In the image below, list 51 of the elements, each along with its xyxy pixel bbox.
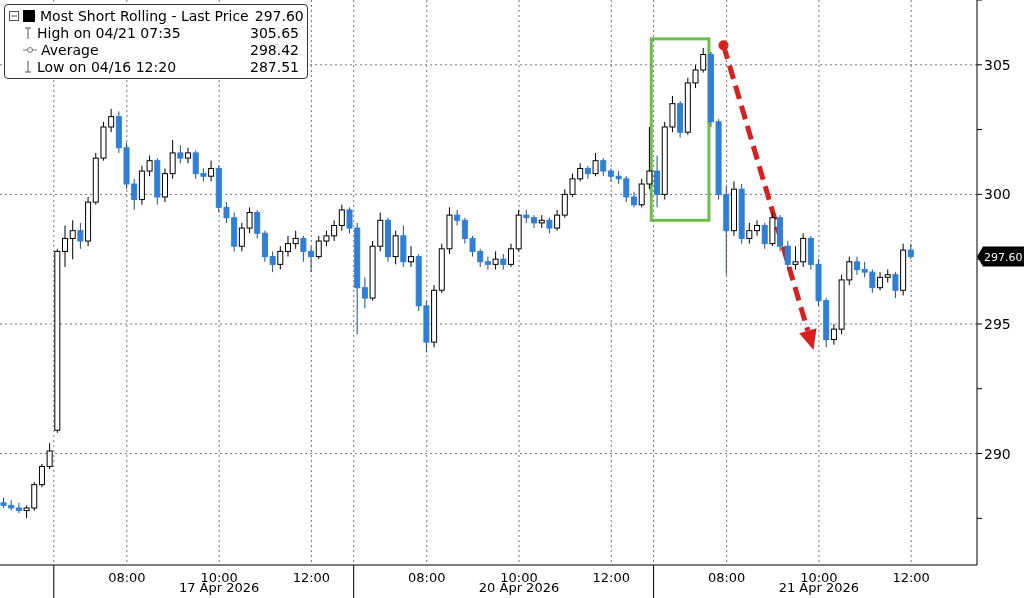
candlestick xyxy=(507,243,514,268)
candlestick xyxy=(69,219,76,260)
candlestick xyxy=(592,152,599,177)
candlestick xyxy=(15,502,22,514)
annotation: Average xyxy=(41,41,100,58)
candlestick xyxy=(554,209,561,232)
candlestick xyxy=(408,245,415,268)
annotation: 297.60 xyxy=(254,7,304,24)
text: 297.60 xyxy=(984,250,1023,264)
x-tick-label: 08:00 xyxy=(408,570,446,586)
candlestick xyxy=(784,240,791,271)
candlestick xyxy=(292,230,299,250)
candlestick xyxy=(361,276,368,309)
candlestick xyxy=(654,155,661,208)
candlestick xyxy=(877,271,884,291)
candlestick xyxy=(285,235,291,258)
y-tick-label: 290 xyxy=(984,445,1011,462)
annotation: 287.51 xyxy=(250,58,299,75)
y-tick-label: 300 xyxy=(984,186,1011,203)
x-tick-label: 12:00 xyxy=(892,570,930,586)
y-tick-label: 295 xyxy=(984,315,1011,332)
candlestick xyxy=(169,139,176,180)
x-tick-label: 12:00 xyxy=(592,570,631,586)
x-tick-label: 12:00 xyxy=(292,570,331,586)
candlestick xyxy=(208,160,215,182)
candlestick xyxy=(277,245,284,271)
candlestick xyxy=(584,165,591,180)
candlestick xyxy=(77,222,84,250)
annotation: Low on 04/16 12:20 xyxy=(37,58,178,75)
candlestick xyxy=(177,144,184,164)
candlestick xyxy=(484,256,491,271)
candlestick xyxy=(338,204,345,232)
candlestick xyxy=(746,222,753,245)
candlestick xyxy=(185,147,192,164)
y-tick-label: 305 xyxy=(984,56,1011,73)
candlestick xyxy=(600,157,607,177)
annotation: 298.42 xyxy=(250,41,299,58)
candlestick xyxy=(161,167,168,203)
candlestick xyxy=(754,219,761,237)
candlestick xyxy=(492,250,499,271)
x-tick-label: 08:00 xyxy=(707,570,746,586)
candlestick xyxy=(761,222,768,250)
candlestick xyxy=(62,224,69,268)
candlestick xyxy=(892,271,899,299)
x-tick-label: 08:00 xyxy=(108,570,146,586)
annotation: 305.65 xyxy=(250,24,299,41)
legend-label: Most Short Rolling - Last Price xyxy=(40,7,249,24)
candlestick xyxy=(254,209,261,239)
annotation: High on 04/21 07:35 xyxy=(37,24,182,41)
candlestick xyxy=(853,256,860,276)
candlestick xyxy=(392,230,399,265)
